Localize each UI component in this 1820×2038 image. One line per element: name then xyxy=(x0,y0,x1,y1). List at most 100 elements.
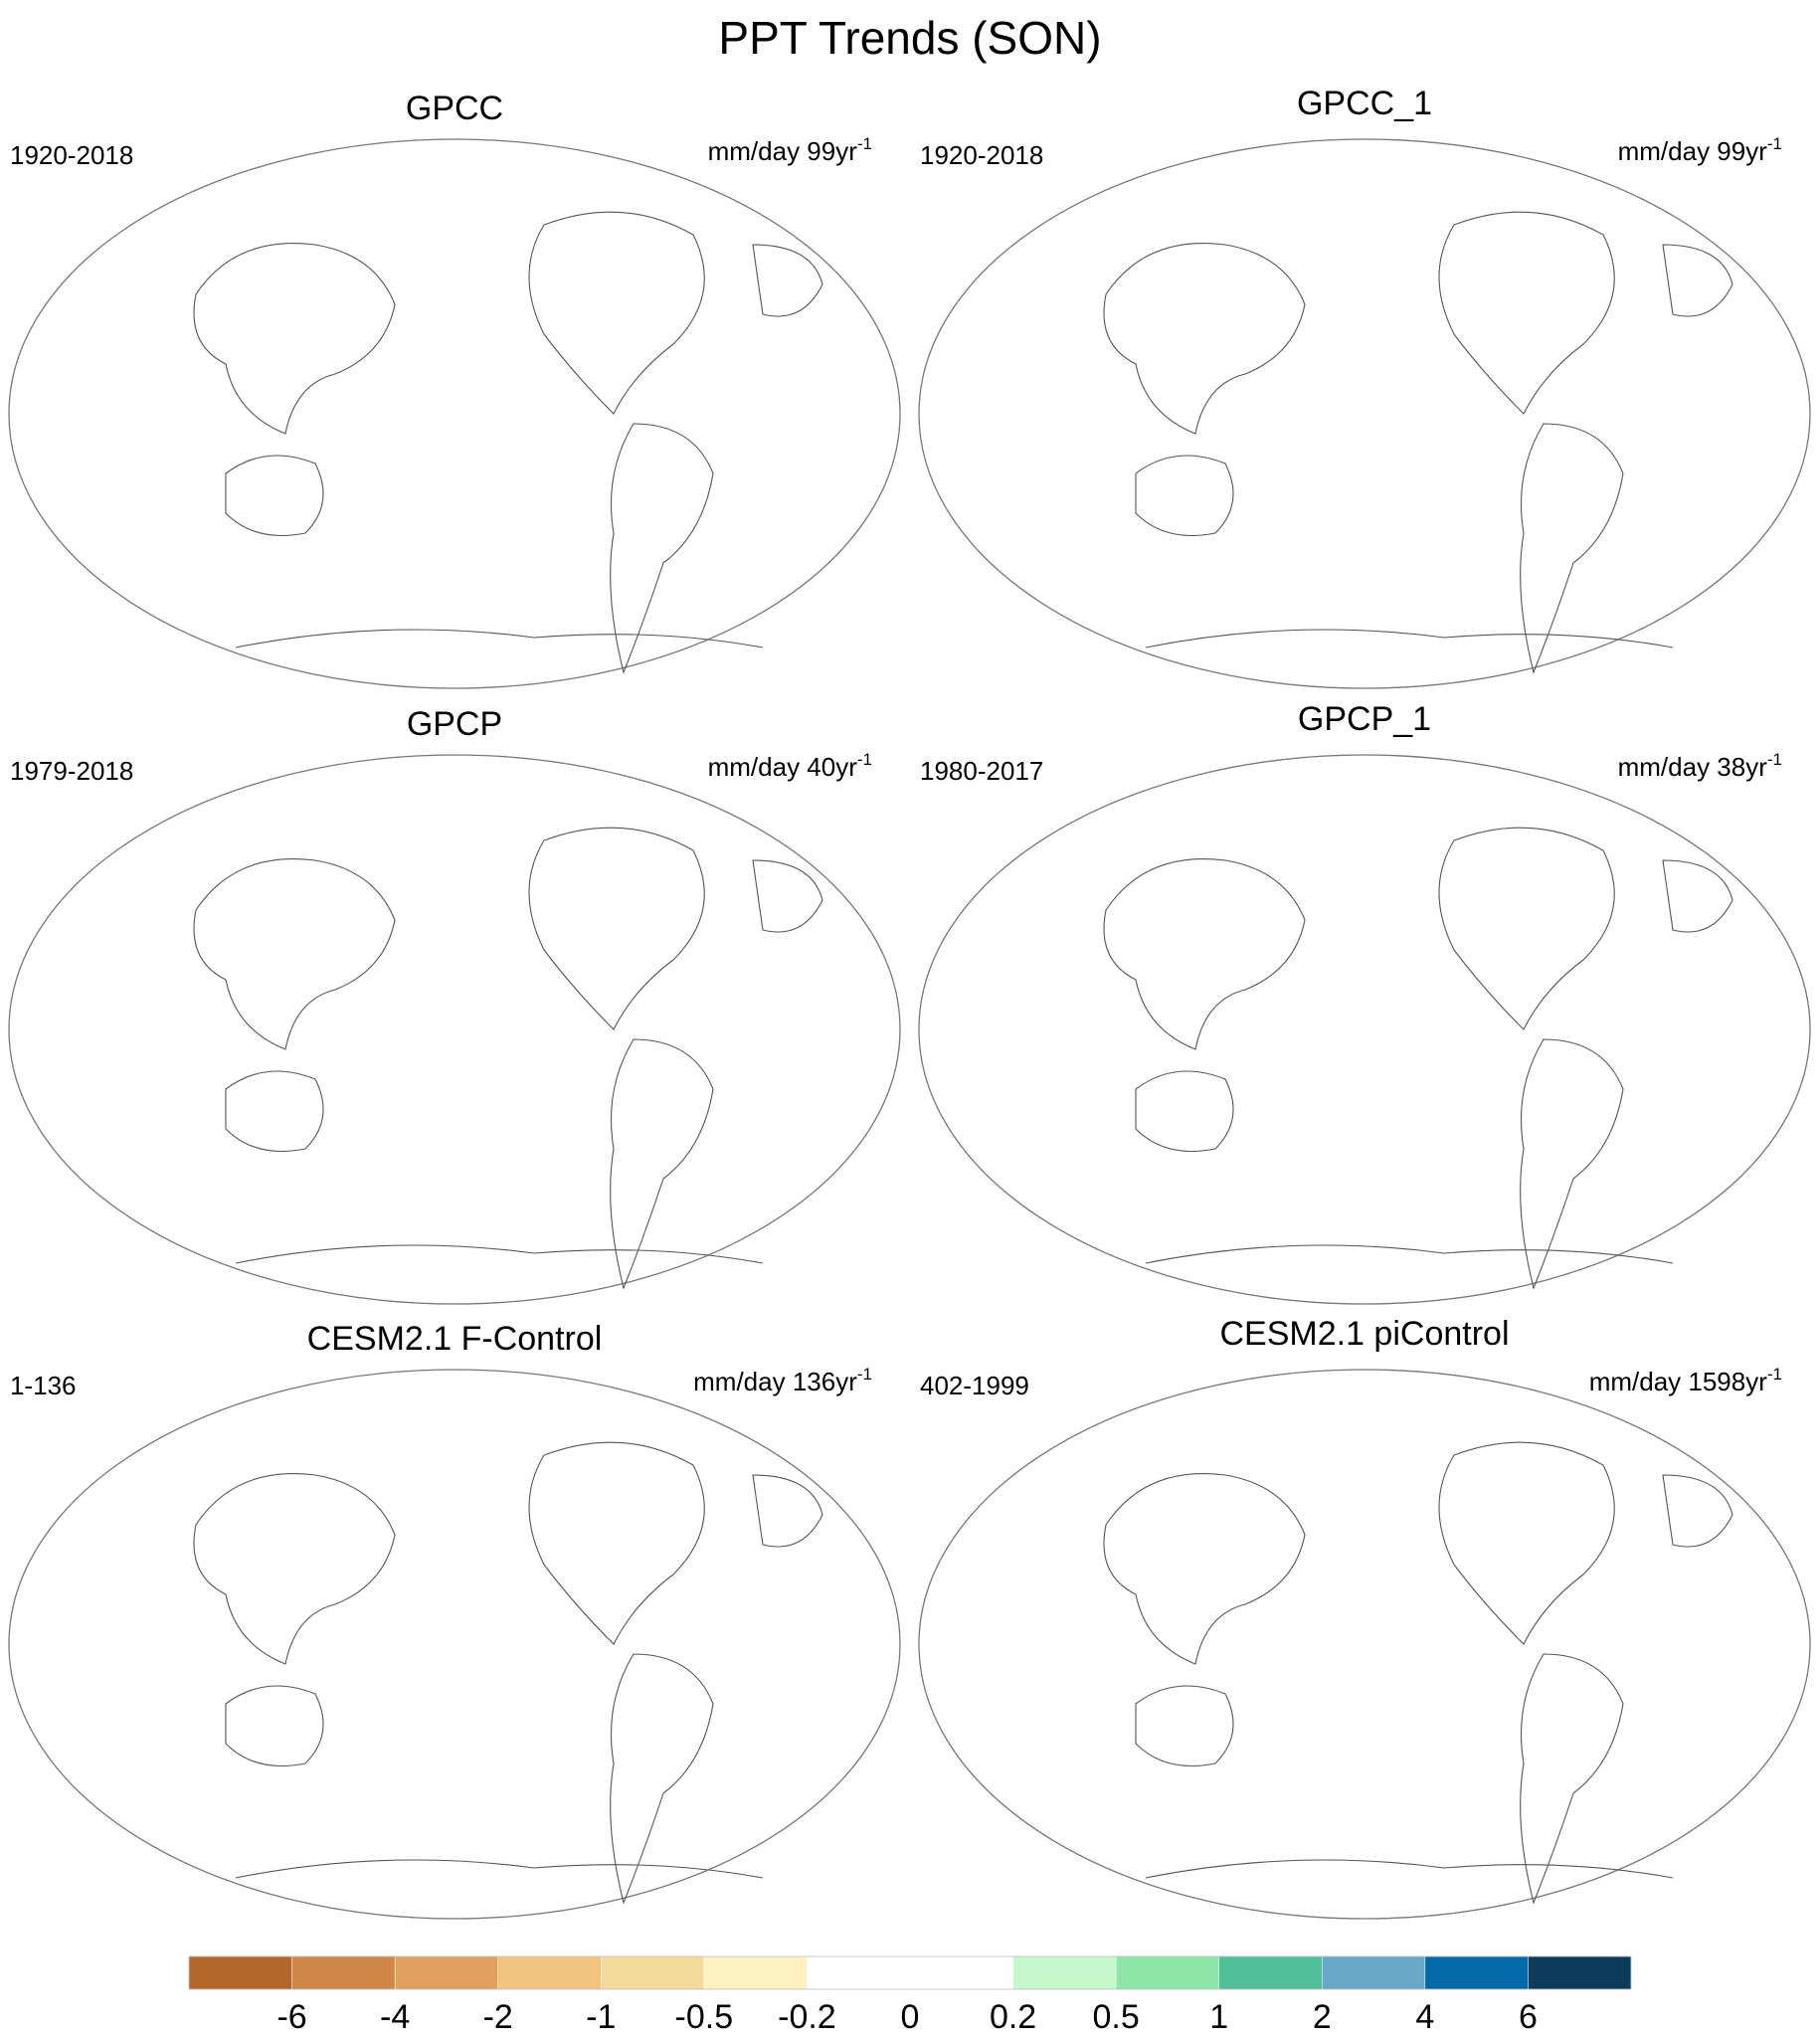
units-exponent: -1 xyxy=(857,134,872,153)
colorbar-label: 0.5 xyxy=(1093,1998,1140,2036)
coastline xyxy=(1438,1441,1615,1645)
map-outline xyxy=(8,754,901,1305)
units-exponent: -1 xyxy=(1767,1365,1782,1384)
colorbar-box xyxy=(1218,1955,1323,1990)
units-text: mm/day 99yr xyxy=(1618,136,1768,166)
coastline xyxy=(1520,423,1624,674)
panel-period: 402-1999 xyxy=(920,1371,1029,1400)
units-exponent: -1 xyxy=(1767,134,1782,153)
coastline xyxy=(1103,243,1306,435)
units-text: mm/day 136yr xyxy=(693,1367,857,1396)
colorbar-label: -0.2 xyxy=(778,1998,836,2036)
figure-title: PPT Trends (SON) xyxy=(718,12,1101,64)
colorbar-box xyxy=(1424,1955,1529,1990)
coastline xyxy=(1145,1244,1674,1264)
coastline xyxy=(1662,1474,1733,1548)
map-panel: GPCP 1979-2018 mm/day 40yr-1 xyxy=(8,705,901,1305)
coastline xyxy=(752,1474,823,1548)
panel-period: 1979-2018 xyxy=(10,756,133,786)
coastline xyxy=(610,1038,714,1290)
units-exponent: -1 xyxy=(857,1365,872,1384)
units-exponent: -1 xyxy=(1767,750,1782,769)
colorbar-frame xyxy=(188,1955,1632,1990)
panel-units: mm/day 136yr-1 xyxy=(693,1365,872,1396)
coastline xyxy=(1662,859,1733,933)
coastline xyxy=(1520,1038,1624,1290)
panel-title: CESM2.1 F-Control xyxy=(307,1320,603,1358)
coastline xyxy=(1103,1473,1306,1665)
map-outline xyxy=(918,1369,1811,1920)
colorbar-label: 0.2 xyxy=(990,1998,1036,2036)
units-exponent: -1 xyxy=(857,750,872,769)
map-outline xyxy=(918,754,1811,1305)
units-text: mm/day 40yr xyxy=(708,752,858,782)
colorbar-label: 2 xyxy=(1313,1998,1332,2036)
colorbar-label: 4 xyxy=(1415,1998,1434,2036)
colorbar-label: -6 xyxy=(276,1998,306,2036)
panel-period: 1980-2017 xyxy=(920,756,1043,786)
coastline xyxy=(235,1859,764,1879)
panel-period: 1-136 xyxy=(10,1371,77,1400)
map-outline xyxy=(8,138,901,689)
coastline xyxy=(235,629,764,648)
map-outline xyxy=(918,138,1811,689)
panel-title: GPCC_1 xyxy=(1297,85,1432,122)
colorbar-label: -4 xyxy=(380,1998,410,2036)
map-panel: CESM2.1 piControl 402-1999 mm/day 1598yr-1 xyxy=(918,1315,1811,1920)
coastline xyxy=(1135,1070,1234,1152)
coastline xyxy=(528,211,705,415)
panel-title: GPCC xyxy=(406,90,503,127)
colorbar-box xyxy=(1115,1955,1219,1990)
coastline xyxy=(193,243,396,435)
coastline xyxy=(1438,827,1615,1030)
colorbar-label: 1 xyxy=(1209,1998,1228,2036)
colorbar-label: -0.5 xyxy=(675,1998,734,2036)
coastline xyxy=(752,244,823,317)
coastline xyxy=(1135,455,1234,536)
colorbar-box xyxy=(1322,1955,1426,1990)
coastline xyxy=(1145,629,1674,648)
colorbar-box xyxy=(497,1955,602,1990)
coastline xyxy=(1662,244,1733,317)
map-panel: CESM2.1 F-Control 1-136 mm/day 136yr-1 xyxy=(8,1320,901,1920)
colorbar-label: 0 xyxy=(901,1998,920,2036)
coastline xyxy=(528,1441,705,1645)
colorbar-box xyxy=(601,1955,705,1990)
units-text: mm/day 99yr xyxy=(708,136,858,166)
panel-units: mm/day 38yr-1 xyxy=(1618,750,1782,782)
coastline xyxy=(528,827,705,1030)
colorbar-box xyxy=(1528,1955,1632,1990)
units-text: mm/day 1598yr xyxy=(1589,1367,1768,1396)
map-outline xyxy=(8,1369,901,1920)
colorbar-box xyxy=(188,1955,292,1990)
coastline xyxy=(235,1244,764,1264)
panel-units: mm/day 99yr-1 xyxy=(708,134,872,166)
colorbar-box xyxy=(394,1955,498,1990)
coastline xyxy=(610,1653,714,1905)
coastline xyxy=(1520,1653,1624,1905)
map-panel: GPCC 1920-2018 mm/day 99yr-1 xyxy=(8,90,901,689)
panel-period: 1920-2018 xyxy=(920,140,1043,170)
panel-units: mm/day 1598yr-1 xyxy=(1589,1365,1782,1396)
colorbar-box xyxy=(909,1955,1013,1990)
coastline xyxy=(193,858,396,1050)
coastline xyxy=(225,1070,324,1152)
coastline xyxy=(193,1473,396,1665)
map-panel: GPCC_1 1920-2018 mm/day 99yr-1 xyxy=(918,85,1811,689)
colorbar-label: -2 xyxy=(483,1998,513,2036)
panel-title: GPCP xyxy=(407,705,502,743)
colorbar-box xyxy=(703,1955,808,1990)
colorbar-label: -1 xyxy=(586,1998,616,2036)
coastline xyxy=(752,859,823,933)
coastline xyxy=(1135,1685,1234,1766)
colorbar-box xyxy=(291,1955,396,1990)
panel-units: mm/day 40yr-1 xyxy=(708,750,872,782)
coastline xyxy=(225,1685,324,1766)
panel-units: mm/day 99yr-1 xyxy=(1618,134,1782,166)
coastline xyxy=(225,455,324,536)
panel-title: CESM2.1 piControl xyxy=(1219,1315,1509,1353)
colorbar-box xyxy=(1012,1955,1117,1990)
colorbar-box xyxy=(807,1955,911,1990)
map-panel: GPCP_1 1980-2017 mm/day 38yr-1 xyxy=(918,700,1811,1305)
